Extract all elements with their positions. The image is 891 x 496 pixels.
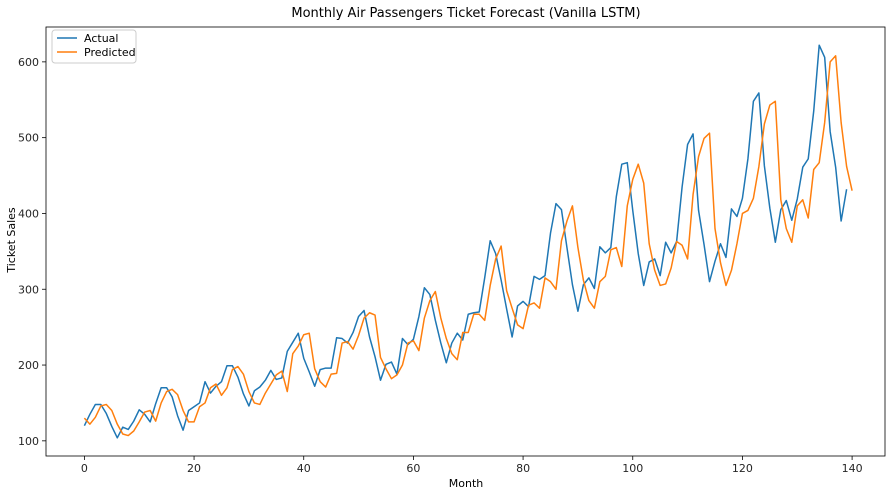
y-tick-label: 200 — [18, 359, 39, 372]
chart-title: Monthly Air Passengers Ticket Forecast (… — [291, 6, 640, 21]
y-axis-title: Ticket Sales — [5, 207, 18, 274]
series-line-actual — [83, 44, 848, 439]
legend-label-predicted: Predicted — [84, 46, 136, 59]
y-tick-label: 300 — [18, 283, 39, 296]
y-tick-label: 500 — [18, 132, 39, 145]
y-tick-label: 600 — [18, 56, 39, 69]
legend-label-actual: Actual — [84, 32, 118, 45]
y-tick-label: 400 — [18, 207, 39, 220]
x-tick-label: 80 — [516, 462, 530, 475]
y-tick-label: 100 — [18, 435, 39, 448]
x-tick-label: 60 — [406, 462, 420, 475]
x-tick-label: 0 — [81, 462, 88, 475]
x-tick-label: 40 — [297, 462, 311, 475]
x-tick-label: 140 — [842, 462, 863, 475]
x-tick-label: 120 — [732, 462, 753, 475]
series-line-predicted — [83, 55, 853, 437]
x-tick-label: 20 — [187, 462, 201, 475]
x-tick-label: 100 — [622, 462, 643, 475]
x-axis-title: Month — [449, 477, 484, 490]
plot-frame — [45, 26, 886, 457]
